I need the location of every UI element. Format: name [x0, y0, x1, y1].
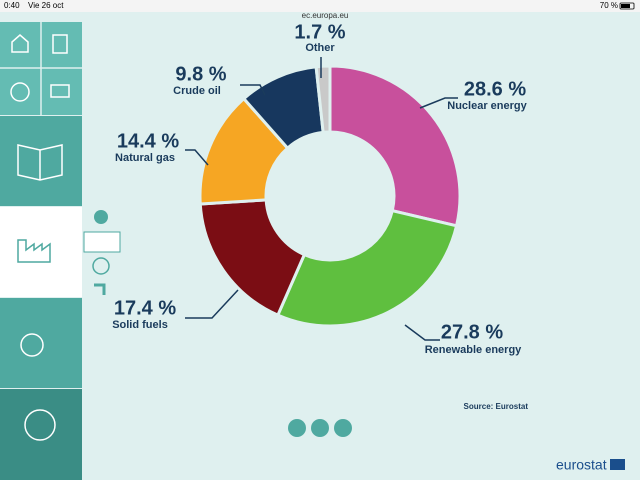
- leader-line: [419, 97, 458, 109]
- submenu-production[interactable]: [83, 231, 121, 253]
- open-book-icon: [17, 144, 63, 181]
- value-label: 28.6 %: [464, 78, 526, 100]
- value-label: 14.4 %: [117, 130, 179, 152]
- status-time: 0:40: [4, 1, 20, 10]
- home-icon[interactable]: [11, 34, 29, 53]
- category-label: Renewable energy: [425, 344, 522, 356]
- menu-prices[interactable]: [0, 298, 82, 388]
- slice: [328, 64, 462, 228]
- value-label: 27.8 %: [441, 321, 503, 343]
- battery-level: [621, 4, 630, 8]
- leader-line: [404, 324, 440, 341]
- info-icon[interactable]: [10, 82, 30, 102]
- category-label: Natural gas: [115, 152, 175, 164]
- submenu-world[interactable]: [92, 257, 110, 275]
- submenu-oil[interactable]: [94, 210, 108, 224]
- book-icon[interactable]: [52, 34, 68, 54]
- menu-energy-selected[interactable]: [0, 207, 82, 297]
- factory-icon: [17, 239, 51, 263]
- category-label: Nuclear energy: [447, 100, 527, 112]
- value-label: 1.7 %: [294, 21, 345, 43]
- donut-chart: 28.6 %Nuclear energy 27.8 %Renewable ener…: [112, 21, 527, 356]
- slice: [275, 208, 459, 328]
- logo: eurostat: [556, 457, 607, 473]
- table-button[interactable]: [311, 419, 329, 437]
- eu-flag: [610, 459, 625, 470]
- category-label: Solid fuels: [112, 319, 168, 331]
- leader-line: [240, 84, 266, 96]
- value-label: 9.8 %: [175, 63, 226, 85]
- source: Source: Eurostat: [464, 402, 529, 411]
- leader-line: [185, 149, 209, 166]
- menu-efficiency[interactable]: [0, 389, 82, 480]
- url: ec.europa.eu: [302, 11, 349, 20]
- value-label: 17.4 %: [114, 297, 176, 319]
- status-bar: [0, 0, 640, 12]
- embed-button[interactable]: [288, 419, 306, 437]
- mail-button[interactable]: [334, 419, 352, 437]
- menu-publication[interactable]: [0, 116, 82, 206]
- submenu-arrow[interactable]: [94, 283, 106, 295]
- category-label: Other: [305, 42, 335, 54]
- battery-icon: [619, 2, 635, 10]
- print-icon[interactable]: [50, 84, 70, 98]
- slice: [198, 198, 307, 318]
- bulb-icon: [24, 409, 56, 441]
- status-date: Vie 26 oct: [28, 1, 64, 10]
- category-label: Crude oil: [173, 85, 221, 97]
- battery: 70 %: [600, 1, 618, 10]
- coin-icon: [20, 333, 44, 357]
- leader-line: [185, 289, 239, 319]
